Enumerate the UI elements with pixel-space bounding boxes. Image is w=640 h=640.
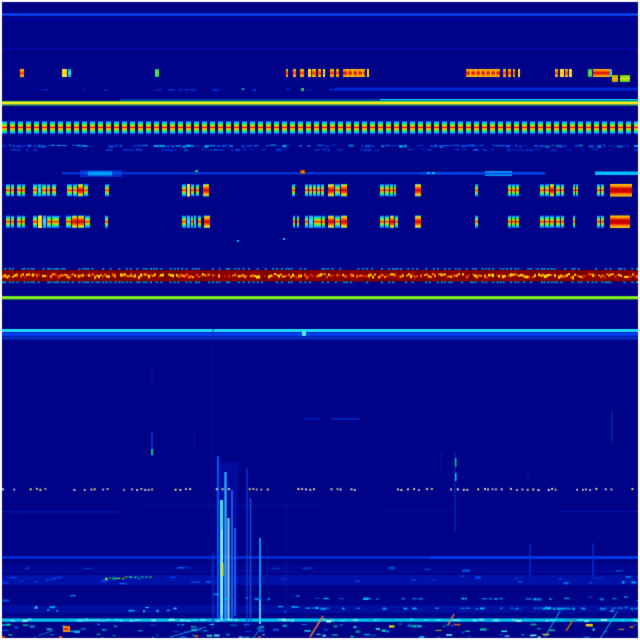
spectrogram-view bbox=[0, 0, 640, 640]
spectrogram-canvas bbox=[0, 0, 640, 640]
